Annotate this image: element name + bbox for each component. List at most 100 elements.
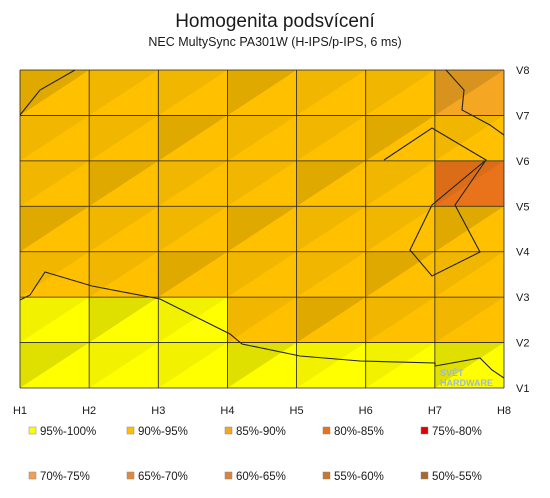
legend-label: 80%-85%	[334, 426, 384, 438]
legend-item: 60%-65%	[224, 471, 286, 483]
legend: 95%-100% 90%-95% 85%-90% 80%-85% 75%-80% 70%-…	[28, 426, 482, 483]
y-tick-label: V5	[516, 201, 529, 213]
heatmap-cell-shade	[20, 115, 90, 161]
legend-label: 60%-65%	[236, 471, 286, 483]
heatmap-cell-shade	[158, 297, 228, 343]
legend-label: 90%-95%	[138, 426, 188, 438]
heatmap-cell-shade	[296, 160, 366, 207]
y-tick-label: V4	[516, 247, 529, 259]
heatmap-cell-shade	[158, 115, 228, 161]
heatmap-cell-shade	[434, 115, 504, 161]
heatmap-cell-shade	[365, 297, 435, 343]
heatmap-cell-shade	[227, 342, 297, 388]
contour-line	[383, 127, 487, 277]
heatmap-cell-shade	[227, 160, 297, 207]
x-tick-label: H6	[359, 405, 373, 417]
heatmap-cell-shade	[296, 251, 366, 298]
heatmap-cell-shade	[89, 160, 159, 207]
heatmap-cell-shade	[365, 115, 435, 161]
heatmap-cell-shade	[89, 206, 159, 252]
heatmap-cell-shade	[434, 206, 504, 252]
heatmap-cell-shade	[296, 342, 366, 388]
watermark: SVĚT	[440, 367, 464, 378]
watermark-2: HARDWARE	[440, 378, 493, 388]
y-tick-label: V8	[516, 65, 529, 77]
heatmap-cell-shade	[365, 160, 435, 207]
heatmap-cell-shade	[296, 70, 366, 116]
legend-label: 50%-55%	[432, 471, 482, 483]
x-tick-label: H2	[82, 405, 96, 417]
legend-swatch	[322, 426, 331, 435]
legend-item: 55%-60%	[322, 471, 384, 483]
legend-item: 65%-70%	[126, 471, 188, 483]
heatmap-cell-shade	[158, 206, 228, 252]
legend-label: 70%-75%	[40, 471, 90, 483]
legend-item: 75%-80%	[420, 426, 482, 438]
grid-lines	[19, 69, 505, 389]
heatmap-cell-shade	[296, 206, 366, 252]
y-tick-label: V2	[516, 338, 529, 350]
legend-item: 90%-95%	[126, 426, 188, 438]
legend-swatch	[28, 471, 37, 480]
heatmap-cell-shade	[89, 70, 159, 116]
heatmap-cell-shade	[20, 160, 90, 207]
heatmap-cell-shade	[365, 70, 435, 116]
heatmap-cell-shade	[296, 297, 366, 343]
contour-line	[20, 70, 76, 116]
heatmap-cell-shade	[158, 160, 228, 207]
heatmap-cell-shade	[227, 115, 297, 161]
legend-item: 70%-75%	[28, 471, 90, 483]
y-tick-label: V1	[516, 383, 529, 395]
chart-title: Homogenita podsvícení	[175, 11, 375, 32]
x-axis: H1 H2 H3 H4 H5 H6 H7 H8	[13, 405, 511, 417]
contour-lines	[20, 70, 504, 379]
contour-line	[445, 70, 504, 136]
heatmap-cell-shade	[365, 251, 435, 298]
heatmap-cell-shade	[227, 70, 297, 116]
heatmap-cell-shade	[158, 251, 228, 298]
legend-swatch	[420, 426, 429, 435]
heatmap-cell-shade	[434, 251, 504, 298]
heatmap-cell-shade	[434, 70, 504, 116]
heatmap-cell-shade	[89, 251, 159, 298]
legend-item: 85%-90%	[224, 426, 286, 438]
x-tick-label: H3	[151, 405, 165, 417]
heatmap-cell-shade	[20, 70, 90, 116]
legend-label: 55%-60%	[334, 471, 384, 483]
heatmap-cell-shade	[89, 342, 159, 388]
x-tick-label: H5	[290, 405, 304, 417]
legend-swatch	[322, 471, 331, 480]
heatmap-cell-shade	[227, 297, 297, 343]
heatmap-cell-shade	[20, 297, 90, 343]
x-tick-label: H1	[13, 405, 27, 417]
x-tick-label: H8	[497, 405, 511, 417]
y-axis: V1 V2 V3 V4 V5 V6 V7 V8	[516, 65, 529, 395]
legend-swatch	[28, 426, 37, 435]
legend-item: 95%-100%	[28, 426, 96, 438]
y-tick-label: V7	[516, 110, 529, 122]
legend-label: 95%-100%	[40, 426, 96, 438]
heatmap-cell-shade	[434, 297, 504, 343]
heatmap-cell-shade	[365, 206, 435, 252]
heatmap-cell-shade	[296, 115, 366, 161]
plot-area	[20, 70, 504, 388]
legend-label: 65%-70%	[138, 471, 188, 483]
legend-swatch	[126, 426, 135, 435]
heatmap-cell-shade	[365, 342, 435, 388]
heatmap-cell-shade	[89, 297, 159, 343]
legend-swatch	[224, 426, 233, 435]
heatmap-cell-shade	[227, 251, 297, 298]
legend-swatch	[224, 471, 233, 480]
heatmap-cell-shade	[20, 342, 90, 388]
heatmap-cell-shade	[227, 206, 297, 252]
heatmap-cell-shade	[434, 160, 504, 207]
contour-line	[20, 271, 504, 379]
heatmap-cell-shade	[434, 342, 504, 388]
legend-label: 75%-80%	[432, 426, 482, 438]
y-tick-label: V6	[516, 156, 529, 168]
y-tick-label: V3	[516, 292, 529, 304]
legend-swatch	[420, 471, 429, 480]
x-tick-label: H4	[220, 405, 234, 417]
heatmap-cell-shade	[89, 115, 159, 161]
